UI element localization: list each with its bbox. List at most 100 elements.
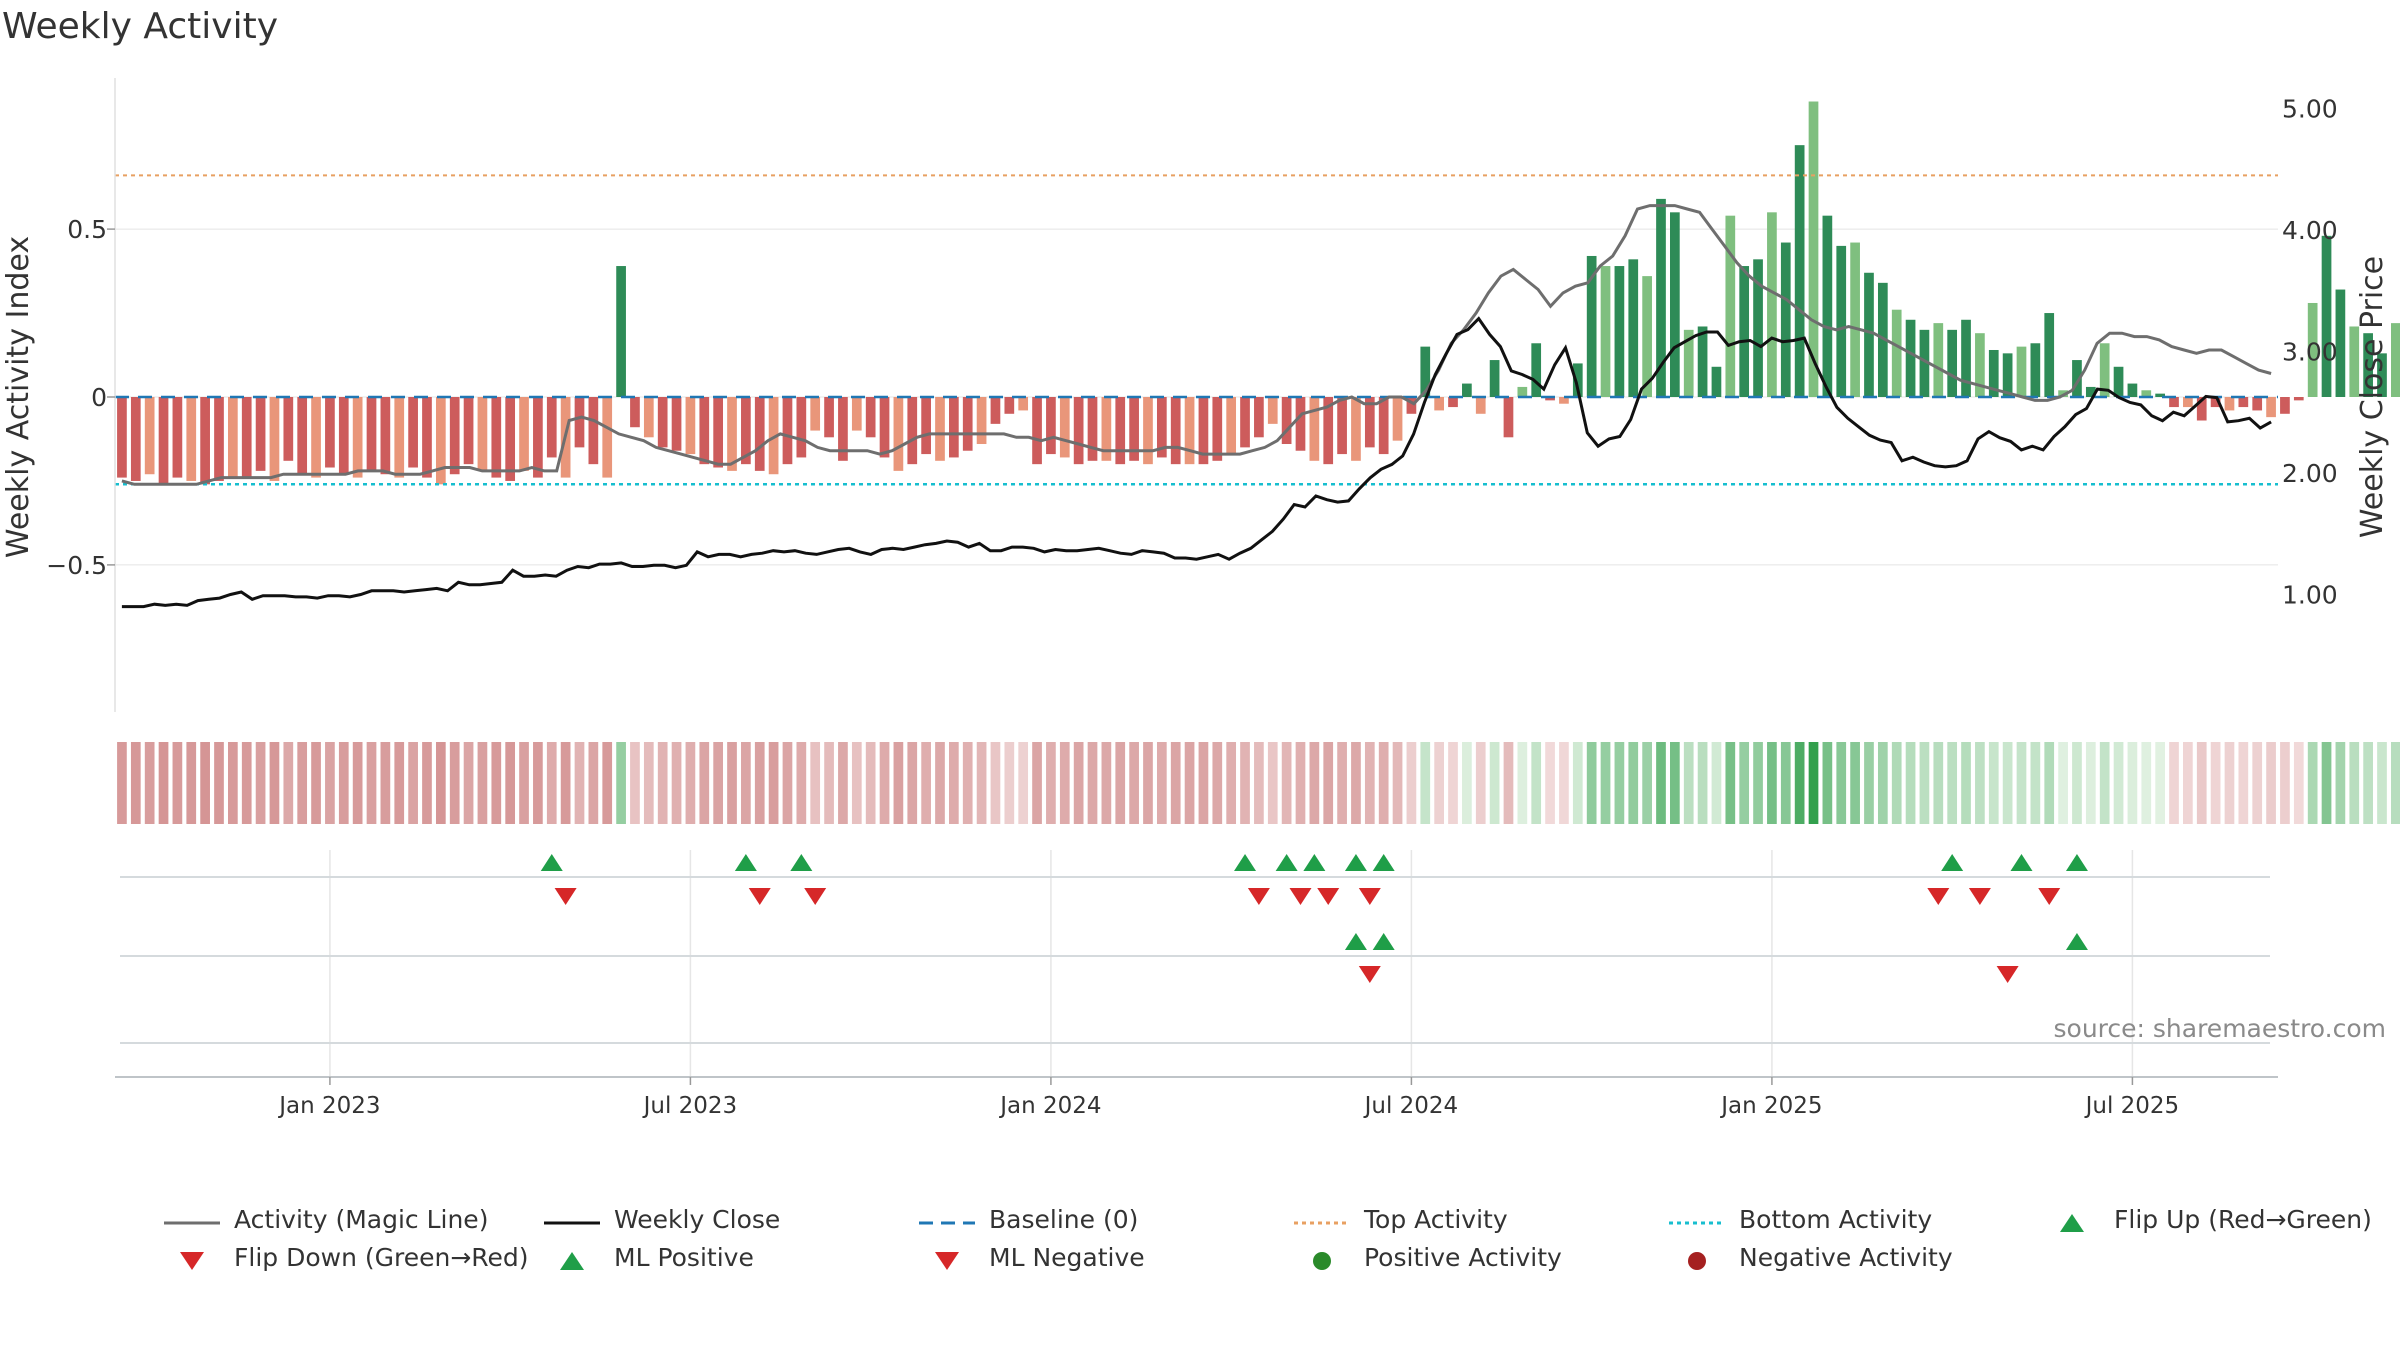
activity-bar [1600, 266, 1611, 397]
heat-cell [1337, 742, 1347, 824]
activity-bar [1129, 397, 1139, 461]
flip-up-marker [2010, 854, 2033, 871]
heat-cell [1808, 742, 1819, 824]
activity-bar [1032, 397, 1042, 465]
heat-cell [186, 742, 197, 824]
activity-bar [768, 397, 779, 475]
activity-bar [1725, 215, 1736, 397]
activity-bar [463, 397, 474, 465]
flip-up-marker [2065, 854, 2088, 871]
heat-cell [1462, 742, 1472, 824]
heat-cell [1586, 742, 1597, 824]
heat-cell [616, 742, 626, 824]
heat-cell [408, 742, 418, 824]
heat-cell [1267, 742, 1278, 824]
weekly-close-line [121, 316, 2272, 609]
activity-bar [1212, 397, 1223, 461]
flip-down-marker [554, 888, 577, 905]
activity-bar [2335, 289, 2346, 397]
heat-cell [1309, 742, 1320, 824]
heat-cell [976, 742, 987, 824]
activity-bar [1988, 349, 1999, 397]
activity-bar [1808, 101, 1819, 398]
heat-cell [699, 742, 710, 824]
activity-bar [1864, 272, 1874, 397]
heat-cell [2335, 742, 2346, 824]
heat-cell [2391, 742, 2400, 824]
legend-label: ML Positive [614, 1243, 754, 1272]
legend-label: Flip Up (Red→Green) [2114, 1205, 2372, 1234]
activity-bar [144, 397, 155, 475]
activity-bar [1753, 259, 1763, 397]
y-tick-label: −0.5 [46, 551, 107, 580]
activity-bar [1184, 397, 1195, 465]
heat-cell [935, 742, 945, 824]
heat-cell [1822, 742, 1833, 824]
heat-cell [1545, 742, 1555, 824]
y-right-tick-label: 4.00 [2282, 216, 2338, 245]
heat-cell [1628, 742, 1639, 824]
legend-item-ml-positive: ML Positive [540, 1243, 754, 1272]
heat-cell [533, 742, 543, 824]
heat-cell [519, 742, 529, 824]
activity-bar [1891, 309, 1902, 397]
activity-bar [935, 397, 945, 461]
heat-cell [325, 742, 335, 824]
x-tick-label: Jul 2025 [2084, 1093, 2180, 1119]
activity-bar [519, 397, 529, 471]
activity-bar [158, 397, 169, 485]
flip-down-marker [1927, 888, 1950, 905]
activity-bar [2099, 343, 2110, 397]
heat-cell [671, 742, 682, 824]
flip-up-marker [1234, 854, 1257, 871]
heat-cell [630, 742, 640, 824]
activity-bar [255, 397, 266, 471]
flip-up-marker [540, 854, 563, 871]
heat-cell [1753, 742, 1763, 824]
legend-item-weekly-close: Weekly Close [540, 1205, 780, 1234]
activity-bar [1364, 397, 1375, 448]
series-lines [121, 204, 2272, 609]
heat-cell [1198, 742, 1209, 824]
activity-bar [1614, 266, 1625, 397]
activity-bar [851, 397, 862, 431]
activity-bar [2391, 323, 2400, 397]
activity-heat-strip [117, 742, 2400, 824]
activity-bar [907, 397, 918, 465]
activity-bar [1531, 343, 1542, 397]
heat-cell [921, 742, 931, 824]
activity-bar [325, 397, 335, 468]
activity-bar [533, 397, 543, 478]
legend-item-flip-down: Flip Down (Green→Red) [160, 1243, 529, 1272]
heat-cell [2113, 742, 2124, 824]
heat-cell [1739, 742, 1750, 824]
activity-bar [1656, 198, 1666, 397]
heat-cell [949, 742, 959, 824]
activity-bar [366, 397, 377, 471]
activity-bar [2127, 383, 2138, 397]
activity-bar [1101, 397, 1112, 461]
heat-cell [1489, 742, 1500, 824]
legend-item-positive-activity: Positive Activity [1290, 1243, 1562, 1272]
activity-bar [949, 397, 959, 458]
heat-cell [1683, 742, 1694, 824]
magic-line-swatch [160, 1210, 224, 1230]
legend-label: Positive Activity [1364, 1243, 1562, 1272]
heat-cell [1254, 742, 1264, 824]
activity-bar [810, 397, 821, 431]
ml-negative-icon [915, 1248, 979, 1270]
heat-cell [1850, 742, 1860, 824]
activity-bar [2016, 346, 2027, 397]
heat-cell [2224, 742, 2235, 824]
heat-cell [754, 742, 765, 824]
activity-bar [380, 397, 391, 475]
heat-cell [435, 742, 446, 824]
heat-cell [810, 742, 821, 824]
heat-cell [2238, 742, 2249, 824]
activity-bar [1073, 397, 1084, 465]
heat-cell [172, 742, 183, 824]
heat-cell [2377, 742, 2387, 824]
heat-cell [1697, 742, 1708, 824]
heat-cell [1392, 742, 1403, 824]
heat-cell [602, 742, 613, 824]
